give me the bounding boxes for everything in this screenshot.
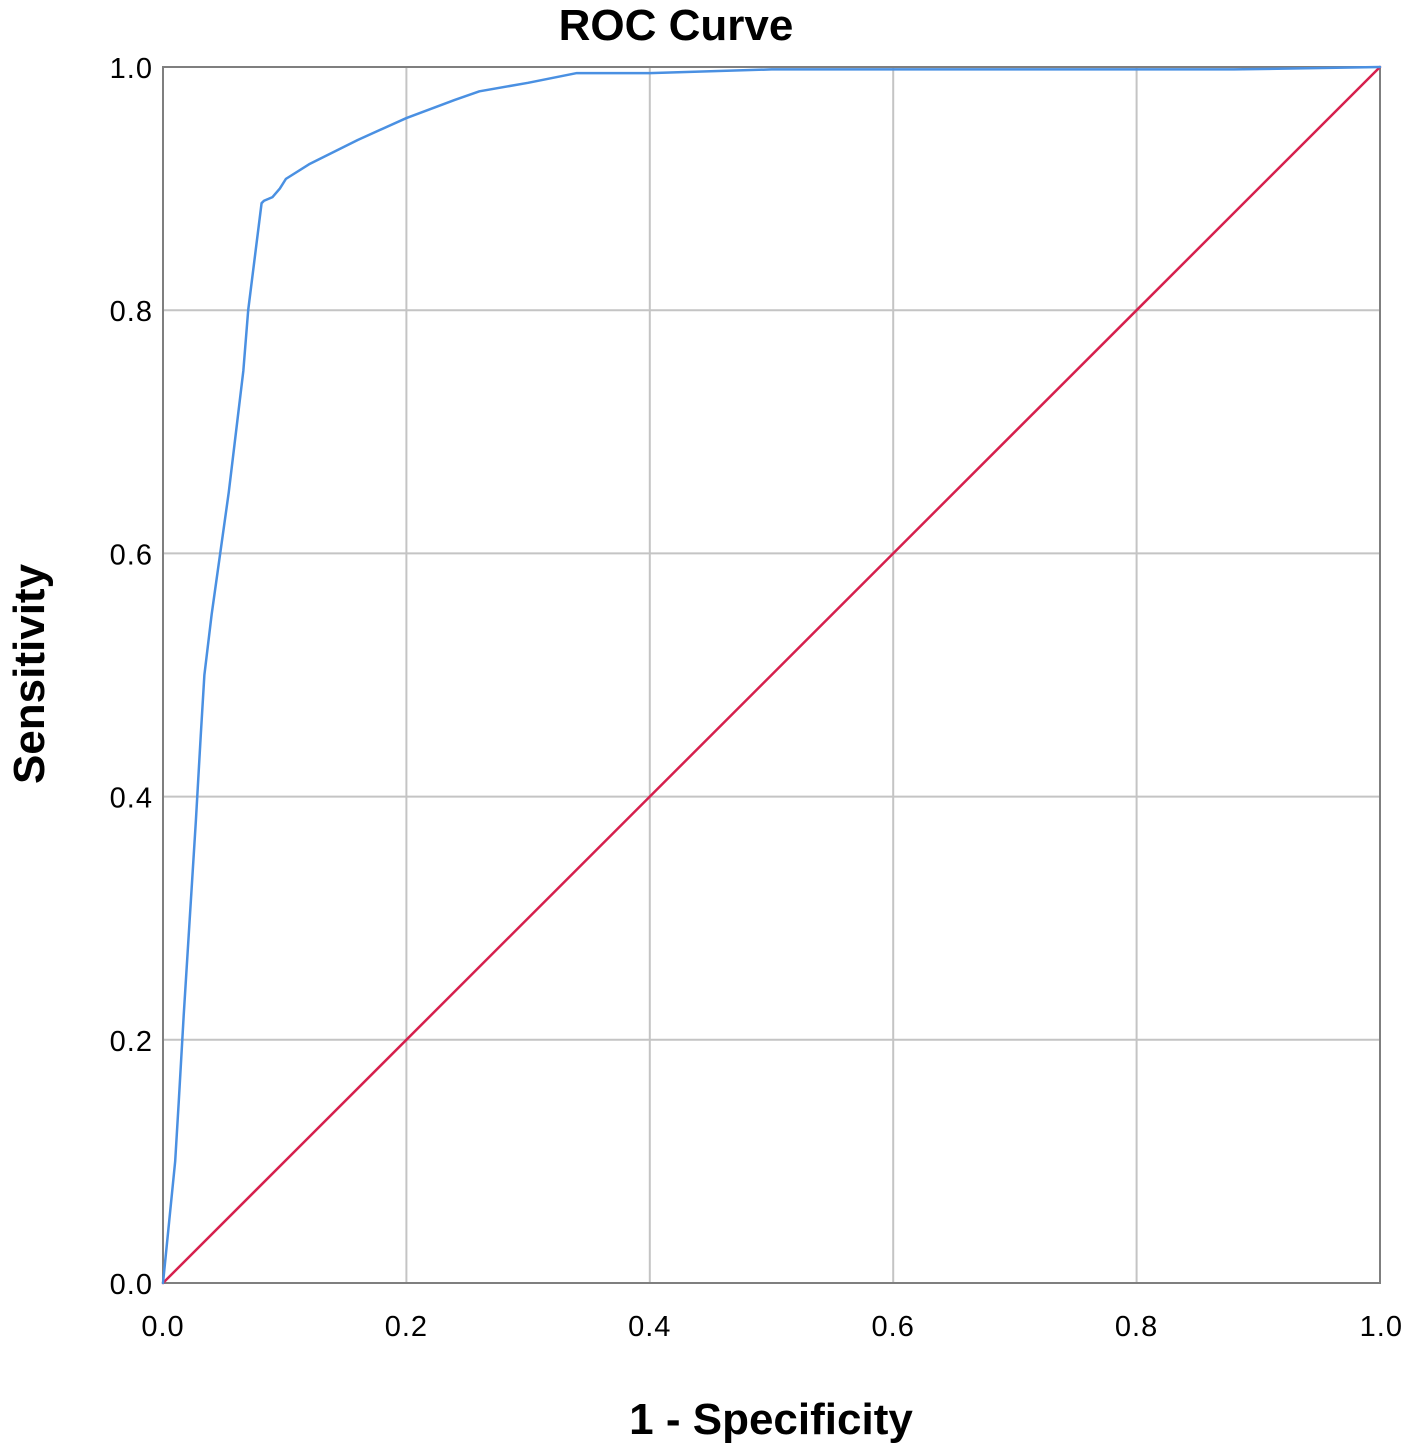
reference-line (161, 65, 1382, 1285)
y-tick-labels: 0.0 0.2 0.4 0.6 0.8 1.0 (110, 53, 153, 1301)
y-tick-label: 0.0 (110, 1269, 153, 1301)
chart-title: ROC Curve (559, 1, 794, 50)
x-tick-label: 0.8 (1115, 1311, 1158, 1343)
grid-lines (162, 66, 1381, 1284)
x-tick-labels: 0.0 0.2 0.4 0.6 0.8 1.0 (141, 1311, 1403, 1343)
y-tick-label: 0.4 (110, 783, 153, 815)
x-tick-label: 1.0 (1360, 1311, 1403, 1343)
y-axis-label: Sensitivity (5, 563, 54, 784)
y-tick-label: 0.6 (110, 539, 153, 571)
x-tick-label: 0.4 (628, 1311, 671, 1343)
plot-frame (162, 66, 1381, 1284)
roc-curve-line (161, 65, 1382, 1285)
x-axis-label: 1 - Specificity (629, 1395, 913, 1444)
x-tick-label: 0.6 (872, 1311, 915, 1343)
y-tick-label: 0.8 (110, 296, 153, 328)
x-tick-label: 0.2 (385, 1311, 428, 1343)
x-tick-label: 0.0 (141, 1311, 184, 1343)
y-tick-label: 1.0 (110, 53, 153, 85)
y-tick-label: 0.2 (110, 1026, 153, 1058)
series-layer (161, 65, 1382, 1285)
